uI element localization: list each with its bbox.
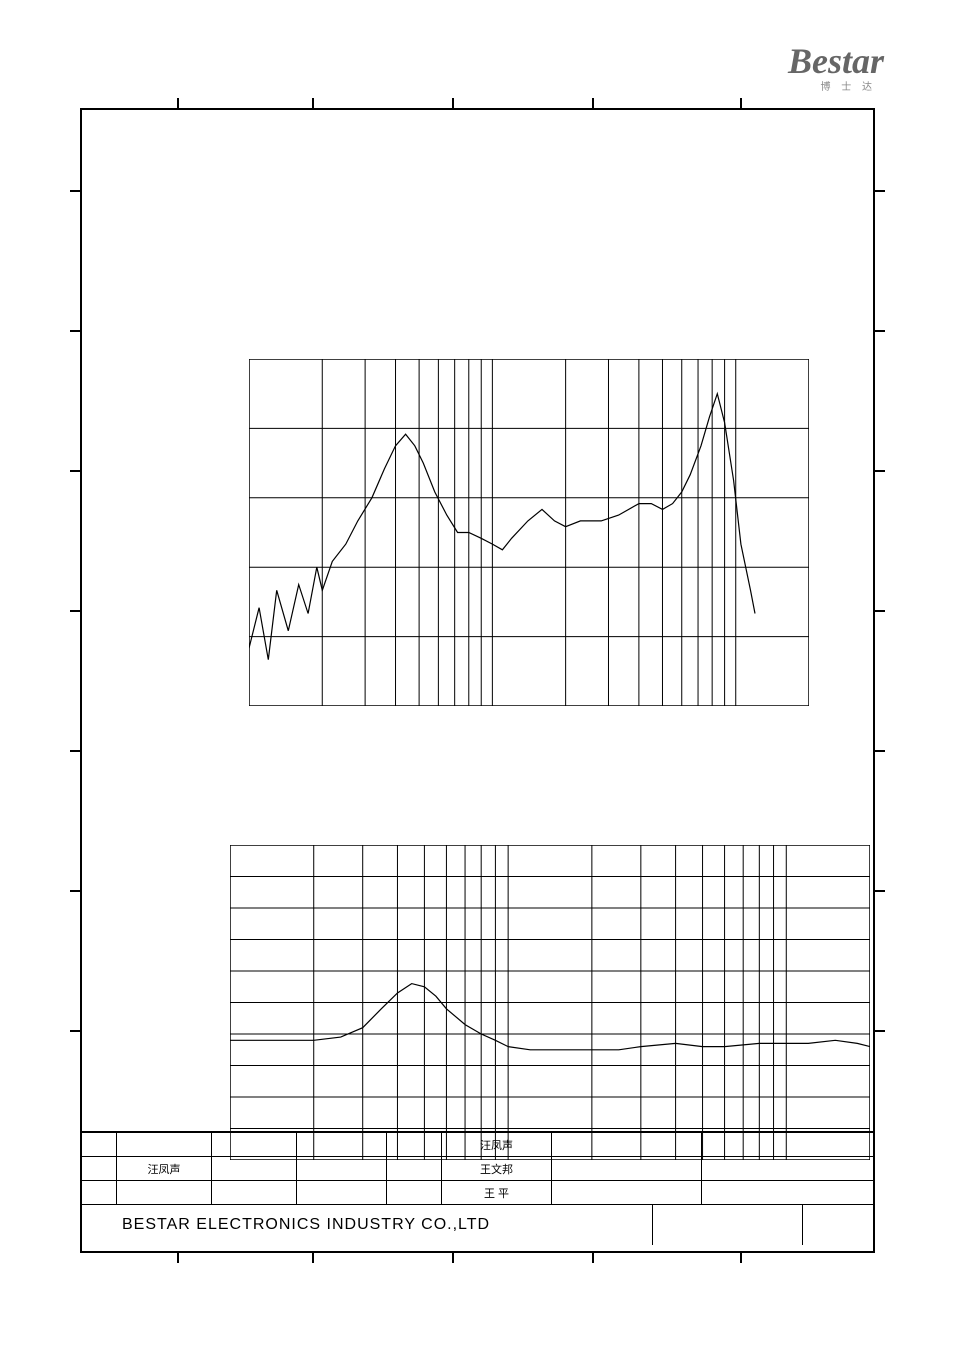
chart1-svg xyxy=(249,359,809,706)
bestar-logo-text: Bestar xyxy=(788,40,884,82)
cell xyxy=(387,1181,442,1204)
bestar-logo-sub: 博 士 达 xyxy=(820,78,876,93)
cell xyxy=(212,1133,297,1156)
cell xyxy=(552,1133,702,1156)
cell xyxy=(82,1157,117,1180)
table-row: 汪凤声 王文邦 xyxy=(82,1157,873,1181)
cell xyxy=(702,1133,873,1156)
cell xyxy=(702,1157,873,1180)
cell-name: 王文邦 xyxy=(442,1157,552,1180)
cell xyxy=(212,1157,297,1180)
cell xyxy=(552,1181,702,1204)
title-block: 汪凤声 汪凤声 王文邦 王 平 BESTAR ELECTRONICS IND xyxy=(82,1131,873,1251)
cell xyxy=(82,1181,117,1204)
table-row: 王 平 xyxy=(82,1181,873,1205)
frequency-response-chart xyxy=(249,359,809,706)
cell xyxy=(297,1133,387,1156)
cell xyxy=(117,1181,212,1204)
cell xyxy=(117,1133,212,1156)
cell-name: 汪凤声 xyxy=(442,1133,552,1156)
company-row: BESTAR ELECTRONICS INDUSTRY CO.,LTD xyxy=(82,1205,873,1245)
cell xyxy=(552,1157,702,1180)
cell-name: 汪凤声 xyxy=(117,1157,212,1180)
cell-dwgno xyxy=(653,1205,803,1245)
cell xyxy=(297,1181,387,1204)
cell xyxy=(387,1157,442,1180)
cell xyxy=(82,1133,117,1156)
drawing-frame: 汪凤声 汪凤声 王文邦 王 平 BESTAR ELECTRONICS IND xyxy=(80,108,875,1253)
chart2-svg xyxy=(230,845,870,1160)
cell xyxy=(387,1133,442,1156)
cell xyxy=(702,1181,873,1204)
company-name: BESTAR ELECTRONICS INDUSTRY CO.,LTD xyxy=(82,1205,653,1245)
impedance-chart xyxy=(230,845,870,1160)
cell xyxy=(212,1181,297,1204)
cell-rev xyxy=(803,1205,873,1245)
cell-name: 王 平 xyxy=(442,1181,552,1204)
table-row: 汪凤声 xyxy=(82,1133,873,1157)
cell xyxy=(297,1157,387,1180)
